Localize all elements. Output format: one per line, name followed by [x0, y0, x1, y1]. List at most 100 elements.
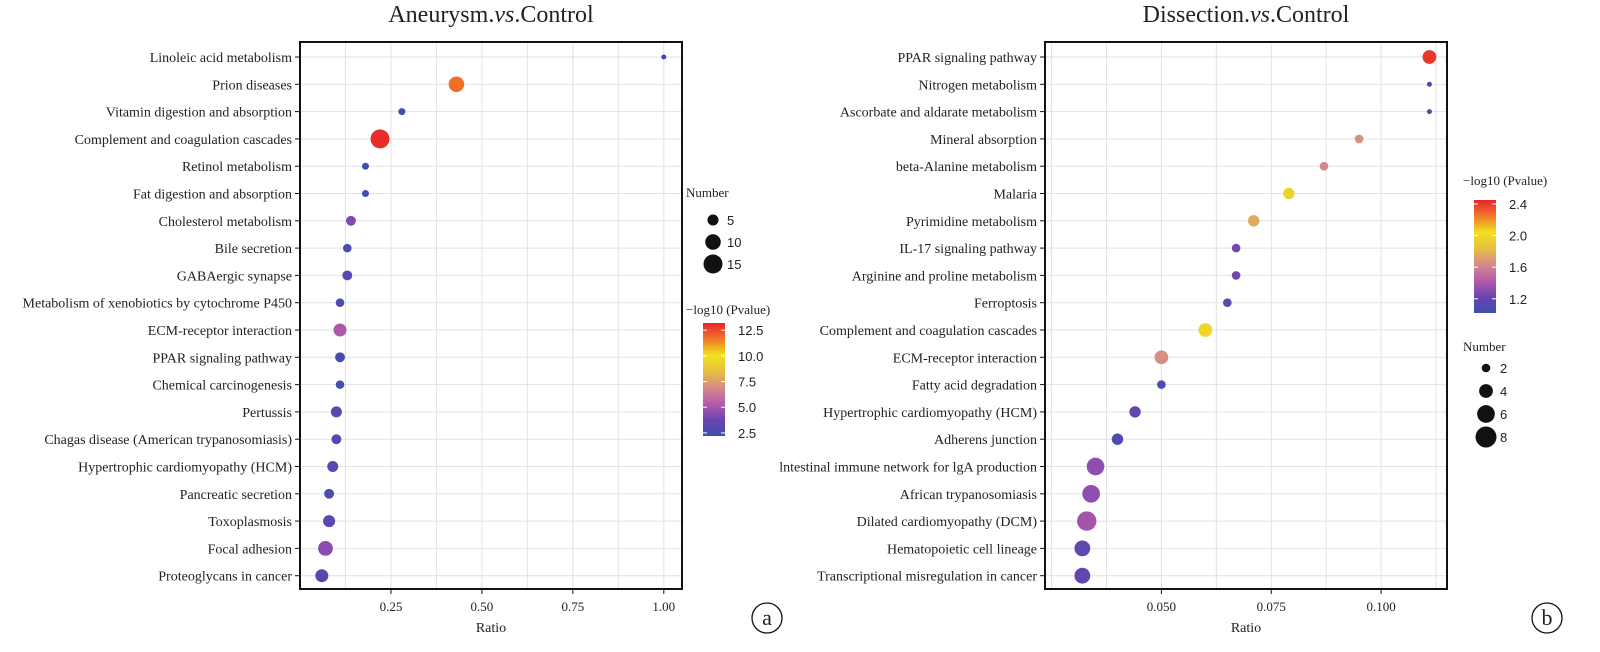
category-label: ECM-receptor interaction — [893, 351, 1037, 366]
data-point — [1074, 540, 1091, 557]
size-legend-dot — [703, 254, 723, 274]
data-point — [327, 460, 339, 473]
size-legend-label: 10 — [727, 235, 741, 250]
data-point — [345, 215, 356, 226]
panel-title: Aneurysm.vs.Control — [388, 2, 594, 28]
category-label: Hypertrophic cardiomyopathy (HCM) — [78, 461, 292, 476]
category-label: Complement and coagulation cascades — [820, 324, 1037, 339]
x-axis-title: Ratio — [1231, 621, 1261, 636]
x-tick-label: 0.50 — [471, 599, 494, 614]
size-legend-dot — [1481, 363, 1491, 373]
panel-tag-circle — [1531, 602, 1563, 634]
plot-frame — [1044, 41, 1448, 590]
size-legend-dot — [707, 214, 719, 226]
panel-title: Dissection.vs.Control — [1143, 2, 1350, 28]
category-label: Complement and coagulation cascades — [75, 133, 292, 148]
title-part: Dissection. — [1143, 2, 1250, 28]
category-label: Pertussis — [242, 406, 292, 421]
data-point — [1223, 298, 1232, 308]
size-legend-title: Number — [1463, 339, 1506, 354]
data-point — [342, 270, 353, 281]
data-point — [1354, 134, 1364, 144]
data-point — [1129, 406, 1141, 418]
category-label: Adherens junction — [934, 433, 1037, 448]
data-point — [1231, 271, 1241, 280]
plot-frame — [299, 41, 683, 590]
panel-tag-label: a — [762, 605, 772, 630]
panel-a: Aneurysm.vs.Control Linoleic acid metabol… — [23, 2, 783, 636]
data-point — [343, 243, 352, 253]
color-legend-bar — [1474, 200, 1496, 313]
panel-tag-circle — [751, 602, 783, 634]
category-label: Transcriptional misregulation in cancer — [817, 570, 1037, 585]
size-legend-label: 2 — [1500, 361, 1507, 376]
category-label: Mineral absorption — [930, 133, 1037, 148]
color-legend-label: 12.5 — [738, 323, 763, 338]
data-point — [661, 54, 667, 60]
data-point — [335, 298, 345, 307]
data-point — [1231, 243, 1241, 253]
category-label: Vitamin digestion and absorption — [106, 106, 292, 121]
data-point — [398, 108, 406, 116]
category-label: African trypanosomiasis — [900, 488, 1037, 503]
category-label: Bile secretion — [215, 242, 292, 257]
data-point — [1319, 161, 1329, 171]
color-legend-label: 2.5 — [738, 426, 756, 441]
color-legend-label: 7.5 — [738, 375, 756, 390]
category-label: Proteoglycans in cancer — [158, 570, 292, 585]
data-point — [1111, 433, 1124, 445]
data-point — [1426, 109, 1432, 115]
data-point — [1157, 380, 1166, 389]
category-label: Malaria — [993, 188, 1037, 203]
data-point — [333, 323, 347, 337]
x-tick-label: 0.050 — [1147, 599, 1176, 614]
data-point — [1077, 511, 1097, 531]
data-point — [1074, 567, 1091, 584]
title-part-italic: vs — [494, 2, 514, 28]
size-legend-label: 8 — [1500, 430, 1507, 445]
x-tick-label: 0.75 — [561, 599, 584, 614]
data-point — [1198, 323, 1213, 337]
category-label: Pancreatic secretion — [180, 488, 292, 503]
category-label: Hematopoietic cell lineage — [887, 542, 1037, 557]
data-point — [331, 434, 342, 445]
category-label: Hypertrophic cardiomyopathy (HCM) — [823, 406, 1037, 421]
x-axis-title: Ratio — [476, 621, 506, 636]
size-legend-label: 6 — [1500, 407, 1507, 422]
category-label: PPAR signaling pathway — [153, 351, 293, 366]
data-point — [361, 189, 369, 198]
category-label: Toxoplasmosis — [208, 515, 292, 530]
color-legend-label: 2.0 — [1509, 229, 1527, 244]
data-point — [1082, 484, 1100, 503]
category-label: Fat digestion and absorption — [133, 188, 292, 203]
data-point — [335, 380, 345, 389]
size-legend-dot — [1477, 405, 1495, 423]
category-label: PPAR signaling pathway — [898, 51, 1038, 66]
color-legend-label: 10.0 — [738, 349, 763, 364]
panel-tag-label: b — [1542, 605, 1553, 630]
category-label: Prion diseases — [212, 78, 292, 93]
data-point — [1426, 81, 1432, 87]
category-label: IL-17 signaling pathway — [899, 242, 1037, 257]
plot-background — [300, 42, 682, 589]
category-label: Chagas disease (American trypanosomiasis… — [44, 433, 292, 448]
data-point — [1422, 50, 1437, 64]
title-part: .Control — [1270, 2, 1350, 28]
color-legend-label: 1.2 — [1509, 292, 1527, 307]
category-label: beta-Alanine metabolism — [896, 160, 1037, 175]
category-label: GABAergic synapse — [177, 269, 292, 284]
category-label: Dilated cardiomyopathy (DCM) — [857, 515, 1038, 530]
size-legend-label: 15 — [727, 257, 741, 272]
data-point — [330, 406, 342, 418]
color-legend-label: 1.6 — [1509, 260, 1527, 275]
size-legend-dot — [705, 234, 721, 250]
size-legend-label: 5 — [727, 213, 734, 228]
category-label: Pyrimidine metabolism — [906, 215, 1037, 230]
x-tick-label: 1.00 — [652, 599, 675, 614]
data-point — [1154, 350, 1169, 365]
category-label: Nitrogen metabolism — [918, 78, 1037, 93]
data-point — [324, 488, 335, 499]
data-point — [1086, 457, 1105, 476]
panel-b: Dissection.vs.Control PPAR signaling path… — [779, 2, 1563, 636]
